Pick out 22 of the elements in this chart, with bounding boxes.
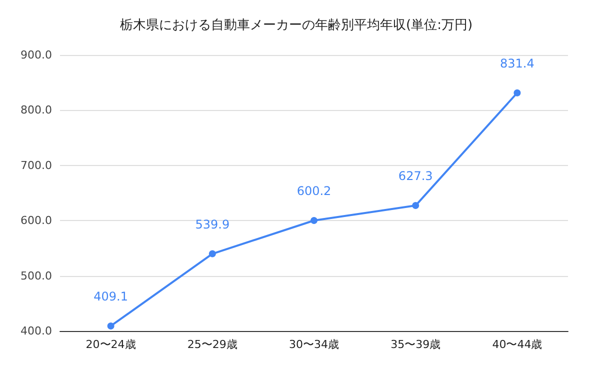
x-tick-label: 35〜39歳: [390, 338, 441, 351]
y-tick-label: 700.0: [20, 158, 52, 172]
data-label: 409.1: [94, 289, 128, 304]
chart-title: 栃木県における自動車メーカーの年齢別平均年収(単位:万円): [120, 18, 473, 33]
data-label: 627.3: [398, 169, 433, 184]
point: [514, 89, 521, 96]
point: [310, 216, 318, 224]
data-label: 600.2: [296, 184, 332, 198]
y-tick-label: 500.0: [20, 269, 52, 282]
y-tick-label: 400.0: [20, 324, 52, 338]
data-label: 539.9: [195, 217, 230, 232]
data-label: 831.4: [500, 56, 534, 70]
x-tick-label: 25〜29歳: [187, 338, 238, 351]
point: [107, 322, 114, 330]
x-tick-label: 20〜24歳: [86, 338, 136, 351]
x-tick-label: 40〜44歳: [492, 338, 542, 351]
x-tick-label: 30〜34歳: [289, 338, 339, 351]
point: [208, 250, 216, 258]
y-tick-label: 900.0: [20, 48, 52, 62]
y-tick-label: 600.0: [20, 214, 52, 228]
point: [412, 202, 420, 210]
y-tick-label: 800.0: [20, 104, 52, 117]
